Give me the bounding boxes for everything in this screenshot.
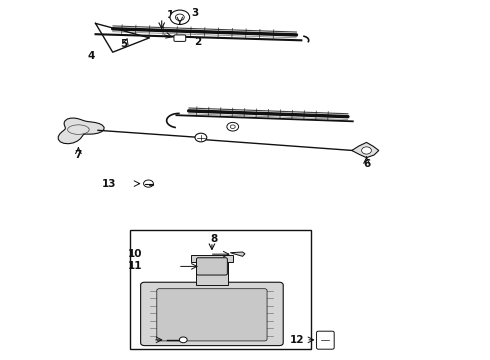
Text: 5: 5 [121, 39, 127, 49]
FancyBboxPatch shape [317, 331, 334, 349]
FancyBboxPatch shape [141, 282, 283, 346]
Circle shape [175, 14, 184, 21]
Text: 10: 10 [127, 249, 142, 259]
Text: 13: 13 [102, 179, 117, 189]
Polygon shape [230, 252, 245, 256]
Circle shape [195, 133, 207, 142]
Bar [130, 230, 311, 349]
Polygon shape [191, 255, 233, 262]
Polygon shape [58, 118, 104, 144]
FancyBboxPatch shape [157, 289, 267, 341]
Text: 6: 6 [363, 159, 370, 169]
Polygon shape [96, 23, 149, 52]
Text: 11: 11 [127, 261, 142, 271]
Text: 3: 3 [191, 8, 198, 18]
Text: 2: 2 [194, 37, 201, 47]
Text: 1: 1 [167, 10, 174, 20]
Text: 7: 7 [74, 150, 82, 160]
FancyBboxPatch shape [174, 35, 186, 41]
Circle shape [144, 180, 153, 187]
Circle shape [179, 337, 187, 343]
Text: 4: 4 [88, 51, 96, 61]
Text: 9: 9 [144, 335, 151, 345]
Polygon shape [352, 143, 379, 158]
FancyBboxPatch shape [196, 258, 227, 275]
Text: 12: 12 [290, 335, 305, 345]
Circle shape [230, 125, 235, 129]
Polygon shape [196, 256, 228, 285]
Circle shape [227, 122, 239, 131]
Circle shape [362, 147, 371, 154]
Text: 8: 8 [211, 234, 218, 244]
Circle shape [170, 10, 190, 24]
